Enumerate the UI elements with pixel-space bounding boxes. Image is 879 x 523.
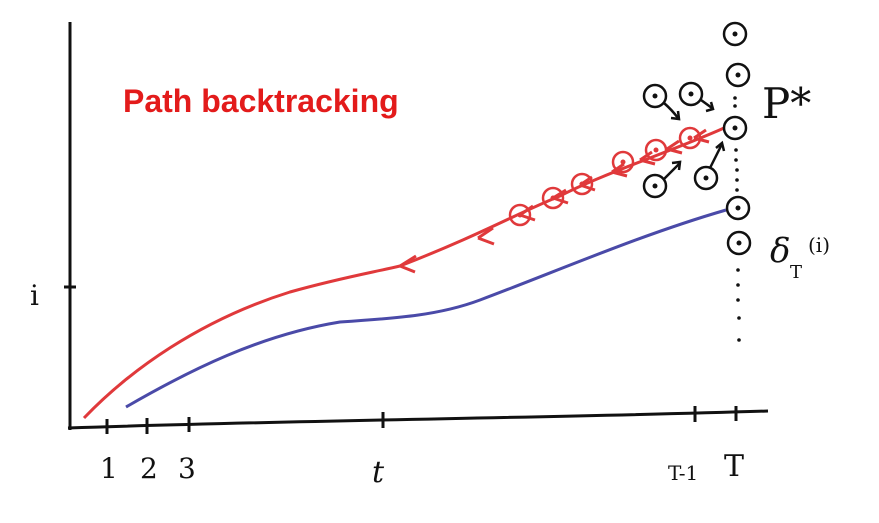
delta-subscript: T: [790, 262, 802, 283]
state-node-icon: [693, 165, 719, 191]
state-node-icon: [725, 62, 751, 88]
x-tick-label-3: 3: [178, 452, 196, 485]
state-node-icon: [644, 138, 668, 162]
state-column-dots: [732, 31, 742, 342]
state-node-icon: [508, 203, 532, 227]
x-tick-label-2: 2: [140, 452, 158, 485]
state-node-icon: [726, 230, 752, 256]
state-node-icon: [678, 81, 704, 107]
backtrack-arrows: [399, 126, 725, 274]
y-tick-label-i: i: [30, 279, 39, 312]
p-star-label: P*: [762, 79, 811, 128]
arrow-head-icon: [670, 110, 681, 121]
best-path-line: [82, 264, 401, 420]
state-node-icon: [642, 173, 668, 199]
state-node-icon: [642, 83, 668, 109]
incoming-node-dots: [652, 91, 709, 189]
state-node-icon: [722, 21, 748, 47]
x-tick-label-T: T: [724, 449, 744, 484]
state-node-icon: [678, 126, 702, 150]
state-node-icon: [611, 150, 635, 174]
x-tick-label-t: t: [372, 455, 385, 490]
delta-argument: (i): [808, 233, 830, 257]
figure-title: Path backtracking: [123, 83, 399, 119]
state-node-icon: [725, 195, 751, 221]
x-tick-label-1: 1: [100, 452, 118, 485]
arrow-head-icon: [671, 160, 682, 171]
arrow-head-icon: [705, 101, 715, 113]
x-axis: [67, 409, 769, 430]
state-node-icon: [570, 172, 594, 196]
delta-symbol: δ: [770, 231, 790, 271]
state-column-T: [722, 21, 752, 256]
incoming-arrows: [642, 81, 726, 199]
state-node-icon: [541, 186, 565, 210]
arrow-head-icon: [715, 140, 726, 152]
delta-path-line: [125, 208, 727, 409]
backtrack-nodes: [508, 126, 702, 227]
state-node-icon: [722, 115, 748, 141]
x-tick-label-t-minus-1: T-1: [668, 461, 698, 485]
backtrack-node-dots: [517, 135, 693, 218]
x-ticks: [105, 406, 738, 434]
